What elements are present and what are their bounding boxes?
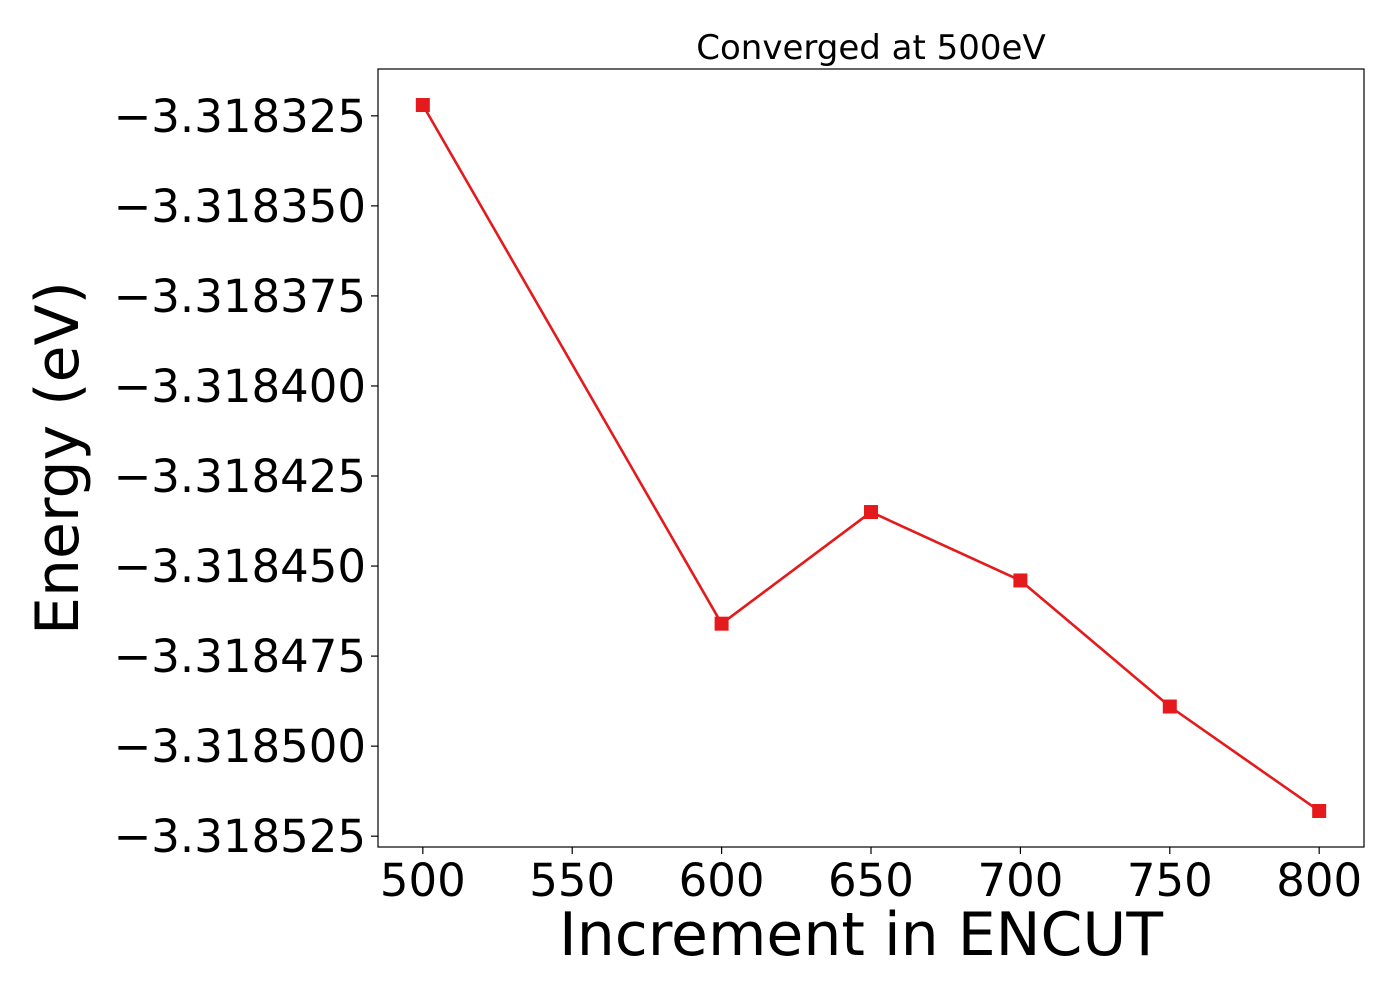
x-tick-label: 750 — [1127, 854, 1213, 907]
data-point — [1162, 699, 1177, 714]
data-point — [1312, 803, 1327, 818]
y-tick-label: −3.318325 — [114, 90, 366, 143]
chart-title: Converged at 500eV — [696, 28, 1045, 68]
x-tick-label: 500 — [380, 854, 466, 907]
y-tick-label: −3.318350 — [114, 180, 366, 233]
data-point — [714, 616, 729, 631]
data-point — [1013, 573, 1028, 588]
x-tick-label: 600 — [679, 854, 765, 907]
y-tick-label: −3.318400 — [114, 360, 366, 413]
x-tick-label: 650 — [828, 854, 914, 907]
data-point — [415, 98, 430, 113]
y-tick-label: −3.318500 — [114, 720, 366, 773]
series-line — [421, 104, 1320, 813]
y-tick-label: −3.318425 — [114, 450, 366, 503]
x-tick-label: 700 — [977, 854, 1063, 907]
y-tick-label: −3.318450 — [114, 540, 366, 593]
y-tick-label: −3.318525 — [114, 810, 366, 863]
y-tick-label: −3.318475 — [114, 630, 366, 683]
data-point — [864, 505, 878, 520]
plot-frame — [377, 68, 1365, 848]
axis-ticks: 500 550 600 650 700 750 800 −3.318325 −3.318350 −… — [114, 90, 1363, 907]
x-tick-label: 800 — [1276, 854, 1362, 907]
y-axis-label: Energy (eV) — [23, 281, 93, 635]
y-tick-label: −3.318375 — [114, 270, 366, 323]
x-axis-label: Increment in ENCUT — [559, 900, 1163, 970]
x-tick-label: 550 — [529, 854, 615, 907]
plot-series — [415, 98, 1327, 818]
